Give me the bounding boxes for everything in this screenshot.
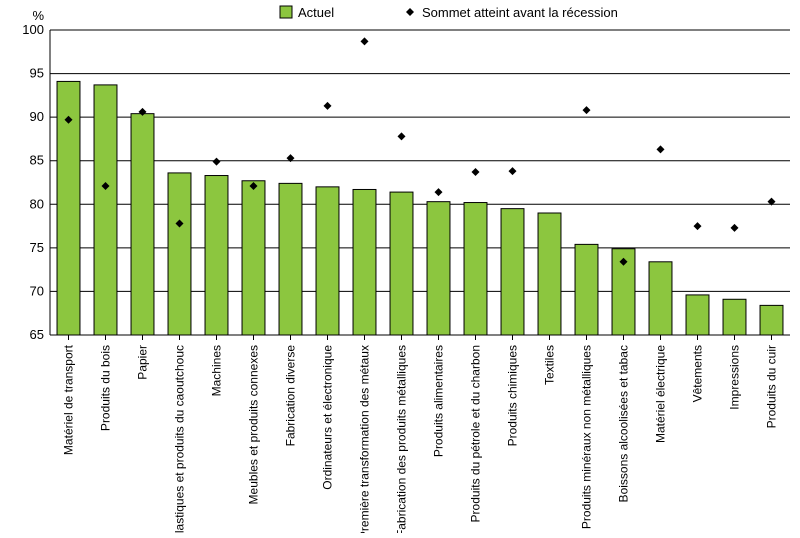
bar bbox=[353, 189, 376, 335]
x-category-label: Textiles bbox=[543, 345, 557, 385]
x-category-label: Machines bbox=[210, 345, 224, 396]
x-category-label: Fabrication diverse bbox=[284, 345, 298, 447]
x-category-label: Matériel de transport bbox=[62, 344, 76, 455]
bar bbox=[464, 203, 487, 335]
bar bbox=[390, 192, 413, 335]
y-tick-label: 70 bbox=[30, 283, 44, 298]
x-category-label: Produits chimiques bbox=[506, 345, 520, 446]
bar bbox=[316, 187, 339, 335]
y-tick-label: 90 bbox=[30, 109, 44, 124]
x-category-label: Produits du cuir bbox=[765, 345, 779, 428]
bar bbox=[501, 209, 524, 335]
bar bbox=[686, 295, 709, 335]
x-category-label: Produits du pétrole et du charbon bbox=[469, 345, 483, 522]
legend-swatch-bar bbox=[280, 6, 292, 18]
x-category-label: Produits alimentaires bbox=[432, 345, 446, 457]
bar bbox=[427, 202, 450, 335]
bar bbox=[723, 299, 746, 335]
x-category-label: Meubles et produits connexes bbox=[247, 345, 261, 504]
x-category-label: Produits du bois bbox=[99, 345, 113, 431]
bar bbox=[168, 173, 191, 335]
x-category-label: Impressions bbox=[728, 345, 742, 410]
bar bbox=[760, 305, 783, 335]
bar bbox=[575, 244, 598, 335]
x-category-label: Produits minéraux non métalliques bbox=[580, 345, 594, 529]
y-tick-label: 65 bbox=[30, 327, 44, 342]
bar bbox=[205, 176, 228, 335]
bar bbox=[279, 183, 302, 335]
x-category-label: Première transformation des métaux bbox=[358, 345, 372, 533]
x-category-label: Plastiques et produits du caoutchouc bbox=[173, 345, 187, 533]
y-tick-label: 100 bbox=[22, 22, 44, 37]
legend-label-marker: Sommet atteint avant la récession bbox=[422, 5, 618, 20]
y-tick-label: 95 bbox=[30, 66, 44, 81]
y-tick-label: 85 bbox=[30, 153, 44, 168]
y-axis-label: % bbox=[32, 8, 44, 23]
bar bbox=[94, 85, 117, 335]
chart-container: 65 70 75 80 85 90 95 100% Matériel de transport P… bbox=[0, 0, 800, 533]
x-category-label: Papier bbox=[136, 345, 150, 380]
legend-label-bar: Actuel bbox=[298, 5, 334, 20]
bar bbox=[649, 262, 672, 335]
x-category-label: Boissons alcoolisées et tabac bbox=[617, 345, 631, 502]
bar bbox=[242, 181, 265, 335]
bar bbox=[131, 114, 154, 335]
bar bbox=[538, 213, 561, 335]
y-tick-label: 80 bbox=[30, 196, 44, 211]
x-category-label: Ordinateurs et électronique bbox=[321, 345, 335, 490]
x-category-label: Matériel électrique bbox=[654, 345, 668, 443]
y-tick-label: 75 bbox=[30, 240, 44, 255]
x-category-label: Fabrication des produits métalliques bbox=[395, 345, 409, 533]
chart-svg: 65 70 75 80 85 90 95 100% Matériel de transport P… bbox=[0, 0, 800, 533]
x-category-label: Vêtements bbox=[691, 345, 705, 402]
